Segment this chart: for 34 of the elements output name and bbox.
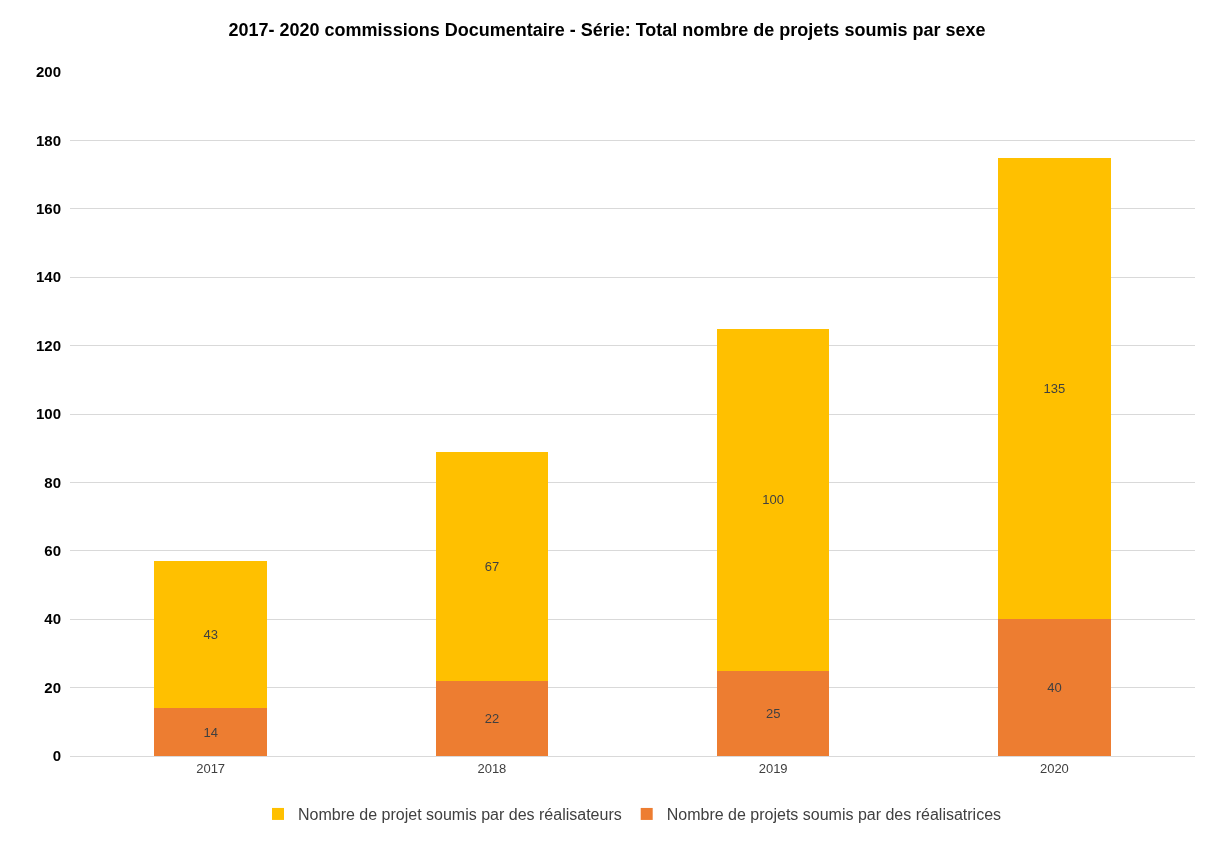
chart-title: 2017- 2020 commissions Documentaire - Série: Total nombre de projets soumis par sexe (228, 19, 986, 40)
y-tick-label: 40 (44, 610, 61, 628)
y-tick-label: 200 (35, 63, 61, 81)
data-label: 22 (484, 710, 500, 726)
x-tick-label: 2017 (196, 760, 226, 776)
data-label: 43 (203, 627, 218, 643)
y-tick-label: 160 (35, 200, 61, 218)
legend-label: Nombre de projet soumis par des réalisateurs (298, 806, 622, 824)
bar (998, 157, 1111, 620)
y-tick-label: 180 (35, 131, 61, 149)
y-tick-label: 120 (35, 336, 61, 354)
y-tick-label: 100 (35, 405, 61, 423)
x-tick-label: 2018 (477, 760, 507, 776)
bar (435, 680, 549, 756)
data-label: 14 (203, 724, 218, 740)
data-label: 135 (1043, 380, 1066, 396)
y-tick-label: 60 (44, 542, 61, 560)
data-label: 67 (484, 558, 500, 574)
x-tick-label: 2020 (1039, 760, 1069, 776)
data-label: 25 (765, 705, 781, 721)
bar (716, 328, 830, 671)
y-tick-label: 0 (52, 747, 61, 765)
bar (154, 708, 267, 756)
data-label: 100 (762, 492, 784, 507)
y-tick-label: 20 (44, 678, 61, 696)
data-label: 40 (1047, 680, 1062, 696)
bar (998, 619, 1111, 756)
bar (435, 451, 549, 681)
y-tick-label: 140 (35, 268, 61, 286)
legend-label: Nombre de projets soumis par des réalisatrices (666, 806, 1002, 824)
y-tick-label: 80 (44, 473, 61, 491)
bar (716, 670, 830, 756)
bar (154, 561, 267, 709)
x-tick-label: 2019 (758, 760, 788, 776)
